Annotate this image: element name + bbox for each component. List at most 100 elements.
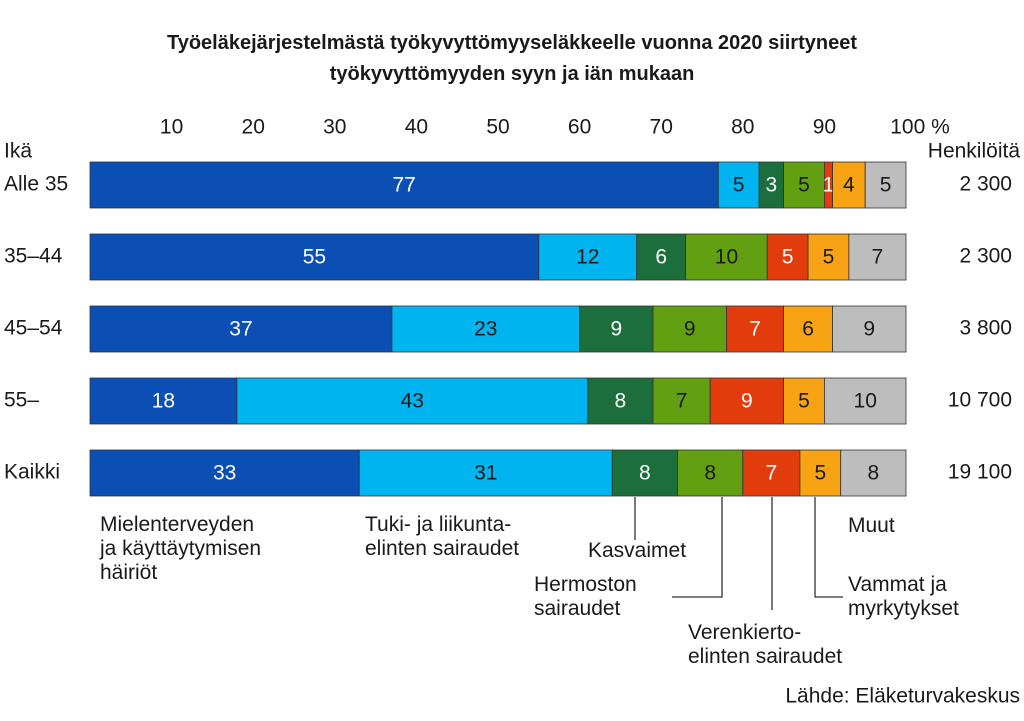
x-tick-label: 70: [650, 116, 673, 139]
data-label: 18: [152, 390, 175, 413]
x-tick-label: 10: [160, 116, 183, 139]
bar-segment: [824, 377, 907, 425]
data-label: 8: [704, 462, 716, 485]
total-label: 19 100: [948, 461, 1012, 484]
bar-segment: [726, 305, 784, 353]
data-label: 5: [798, 174, 810, 197]
data-label: 5: [733, 174, 745, 197]
data-label: 10: [715, 246, 738, 269]
bar-segment: [236, 377, 589, 425]
data-label: 9: [684, 318, 696, 341]
data-label: 9: [610, 318, 622, 341]
leader-line: [672, 497, 723, 598]
data-label: 23: [474, 318, 497, 341]
y-tick-label: Kaikki: [4, 461, 60, 484]
total-label: 2 300: [959, 173, 1012, 196]
y-tick-label: 55–: [4, 389, 39, 412]
bar-segment: [89, 305, 393, 353]
data-label: 8: [868, 462, 880, 485]
data-label: 5: [823, 246, 835, 269]
bar-segment: [89, 449, 360, 497]
bar-segment: [783, 377, 825, 425]
bar-segment: [636, 233, 687, 281]
data-label: 9: [741, 390, 753, 413]
y-tick-label: 35–44: [4, 245, 63, 268]
bar-segment: [587, 377, 654, 425]
data-label: 7: [872, 246, 884, 269]
data-label: 7: [766, 462, 778, 485]
data-label: 12: [576, 246, 599, 269]
total-label: 10 700: [948, 389, 1012, 412]
bar-segment: [848, 233, 907, 281]
legend-label: Verenkierto- elinten sairaudet: [688, 621, 843, 668]
bar-segment: [807, 233, 850, 281]
bar-segment: [677, 449, 744, 497]
bar-segment: [840, 449, 907, 497]
total-label: 2 300: [959, 245, 1012, 268]
chart-title: Työeläkejärjestelmästä työkyvyttömyyselä…: [166, 32, 857, 85]
x-tick-label: 30: [323, 116, 346, 139]
legend-label: Mielenterveyden ja käyttäytymisen häiriö…: [100, 513, 262, 584]
y-tick-label: 45–54: [4, 317, 63, 340]
legend-label: Kasvaimet: [588, 539, 687, 562]
bar-segment: [758, 161, 784, 209]
x-tick-label: 60: [568, 116, 591, 139]
bar-segment: [391, 305, 581, 353]
data-label: 33: [213, 462, 236, 485]
bar-segment: [89, 161, 719, 209]
bar-segment: [89, 233, 540, 281]
data-label: 37: [229, 318, 252, 341]
bar-segment: [652, 377, 711, 425]
bar-segment: [766, 233, 809, 281]
bar-segment: [742, 449, 801, 497]
data-label: 6: [802, 318, 814, 341]
data-label: 8: [615, 390, 627, 413]
data-label: 3: [766, 174, 778, 197]
data-label: 1: [823, 174, 835, 197]
y-tick-label: Alle 35: [4, 173, 68, 196]
data-label: 31: [474, 462, 497, 485]
data-label: 5: [782, 246, 794, 269]
data-label: 7: [749, 318, 761, 341]
bar-segment: [783, 305, 833, 353]
bar-segment: [717, 161, 760, 209]
x-tick-label: 20: [242, 116, 265, 139]
data-label: 4: [843, 174, 855, 197]
data-label: 7: [676, 390, 688, 413]
legend-label: Muut: [848, 514, 895, 537]
data-label: 55: [303, 246, 326, 269]
bar-segment: [579, 305, 654, 353]
bar-segment: [538, 233, 638, 281]
data-label: 8: [639, 462, 651, 485]
bar-segment: [864, 161, 907, 209]
bar-segment: [832, 161, 866, 209]
bar-segment: [832, 305, 907, 353]
leader-line: [814, 497, 843, 598]
data-label: 5: [814, 462, 826, 485]
source: Lähde: Eläketurvakeskus: [785, 685, 1020, 708]
legend-label: Tuki- ja liikunta- elinten sairaudet: [365, 513, 520, 560]
x-tick-label: 40: [405, 116, 428, 139]
data-label: 9: [863, 318, 875, 341]
bar-segment: [89, 377, 238, 425]
data-label: 43: [401, 390, 424, 413]
x-tick-label: 80: [731, 116, 754, 139]
data-label: 6: [655, 246, 667, 269]
bar-segment: [783, 161, 825, 209]
data-label: 77: [392, 174, 415, 197]
bar-segment: [799, 449, 842, 497]
legend-label: Vammat ja myrkytykset: [848, 573, 959, 620]
data-label: 5: [798, 390, 810, 413]
x-tick-label: 90: [813, 116, 836, 139]
y-axis-label: Ikä: [4, 140, 32, 163]
bar-segment: [358, 449, 613, 497]
legend-label: Hermoston sairaudet: [534, 573, 637, 620]
total-label: 3 800: [959, 317, 1012, 340]
data-label: 5: [880, 174, 892, 197]
totals-title: Henkilöitä: [928, 140, 1021, 163]
x-tick-label: 100 %: [890, 116, 950, 139]
data-label: 10: [854, 390, 877, 413]
x-tick-label: 50: [486, 116, 509, 139]
